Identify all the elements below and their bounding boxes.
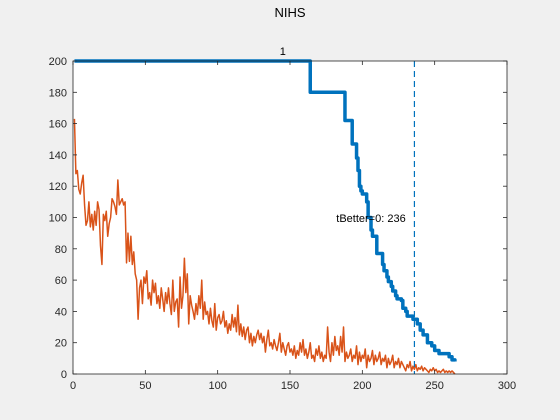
x-axis: 0 50 100 150 200 250 300 <box>70 61 516 392</box>
y-axis: 0 20 40 60 80 100 120 140 160 180 200 <box>49 56 507 381</box>
y-tick-label: 60 <box>55 275 67 287</box>
top-label: 1 <box>280 46 286 58</box>
y-tick-label: 100 <box>49 213 67 225</box>
x-tick-label: 0 <box>70 380 76 392</box>
y-tick-label: 80 <box>55 244 67 256</box>
x-tick-label: 100 <box>208 380 226 392</box>
y-tick-label: 180 <box>49 87 67 99</box>
y-tick-label: 20 <box>55 338 67 350</box>
chart-title: NIHS <box>274 5 305 20</box>
x-tick-label: 150 <box>281 380 299 392</box>
y-tick-label: 120 <box>49 181 67 193</box>
series-line-2 <box>73 118 456 375</box>
y-tick-label: 140 <box>49 150 67 162</box>
y-tick-label: 160 <box>49 119 67 131</box>
x-tick-label: 250 <box>425 380 443 392</box>
series-line-1 <box>74 59 457 362</box>
axes: 0 50 100 150 200 250 300 0 20 40 60 80 100 120 140 160… <box>49 46 517 392</box>
y-tick-label: 40 <box>55 306 67 318</box>
x-tick-label: 200 <box>353 380 371 392</box>
y-tick-label: 200 <box>49 56 67 68</box>
plot-area <box>73 61 507 374</box>
x-tick-label: 50 <box>139 380 151 392</box>
series-layer <box>73 59 457 375</box>
x-tick-label: 300 <box>498 380 516 392</box>
y-tick-label: 0 <box>61 369 67 381</box>
vline-annotation: tBetter=0: 236 <box>336 213 405 225</box>
